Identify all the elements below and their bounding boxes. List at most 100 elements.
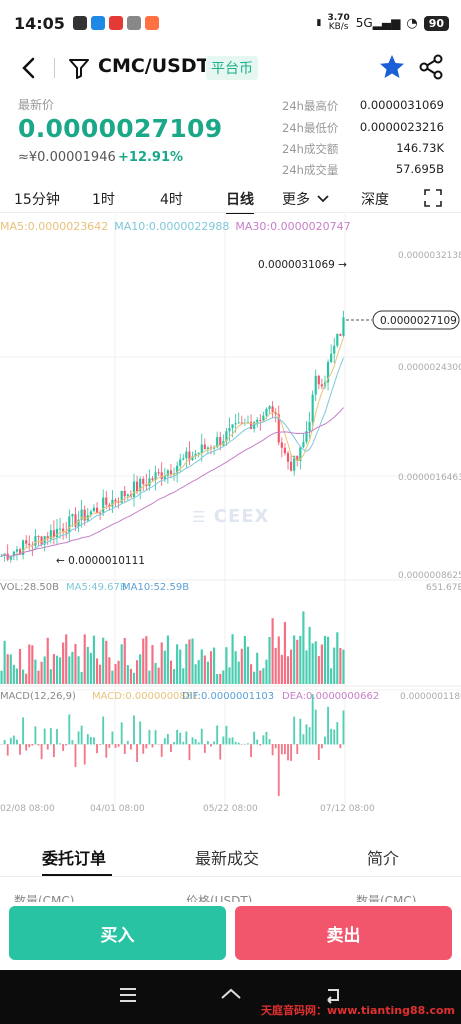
stat-value: 146.73K bbox=[396, 141, 444, 155]
tab-latest-trades[interactable]: 最新成交 bbox=[195, 849, 260, 868]
macd-bar bbox=[111, 731, 114, 745]
macd-bar bbox=[280, 744, 283, 755]
cny-price: ≈¥0.00001946 bbox=[18, 150, 116, 165]
fullscreen-icon[interactable] bbox=[424, 189, 442, 207]
macd-bar bbox=[43, 728, 46, 745]
macd-bar bbox=[52, 744, 55, 758]
macd-bar bbox=[243, 743, 246, 745]
volume-axis-max: 651.67B bbox=[426, 583, 461, 593]
macd-bar bbox=[139, 721, 142, 745]
nav-divider bbox=[54, 58, 55, 78]
macd-bar bbox=[3, 739, 6, 745]
macd-bar bbox=[342, 710, 345, 745]
ma-legend: MA5:0.0000023642 MA10:0.0000022988 MA30:… bbox=[0, 220, 351, 233]
macd-bar bbox=[207, 741, 209, 745]
candle-body bbox=[262, 415, 265, 421]
macd-bar bbox=[120, 722, 123, 745]
app-icon bbox=[144, 16, 159, 30]
candle-body bbox=[169, 470, 173, 475]
menu-icon[interactable] bbox=[118, 986, 138, 1004]
volume-bar bbox=[9, 654, 12, 684]
candle-body bbox=[330, 353, 333, 363]
candle-body bbox=[142, 478, 145, 484]
volume-bar bbox=[185, 643, 188, 684]
share-icon[interactable] bbox=[418, 54, 444, 80]
macd-bar bbox=[99, 744, 102, 745]
candle-body bbox=[311, 394, 314, 422]
macd-bar bbox=[299, 718, 302, 745]
favorite-star-icon[interactable] bbox=[378, 53, 406, 81]
candle-body bbox=[28, 543, 31, 546]
macd-bar bbox=[179, 732, 182, 745]
macd-bar bbox=[108, 744, 111, 748]
volume-bar bbox=[237, 661, 240, 684]
tab-4h[interactable]: 4时 bbox=[160, 192, 183, 208]
ma5-line bbox=[1, 337, 344, 557]
candle-body bbox=[34, 536, 37, 546]
kline-chart[interactable]: 0.0000032138 0.0000024300 0.0000016463 0… bbox=[0, 214, 461, 816]
volume-bar bbox=[231, 634, 234, 684]
macd-legend-macd: MACD:0.0000000881 bbox=[92, 691, 199, 702]
macd-bar bbox=[96, 744, 98, 754]
volume-bar bbox=[80, 671, 83, 684]
macd-bar bbox=[250, 744, 252, 758]
tab-daily[interactable]: 日线 bbox=[226, 189, 254, 214]
volume-legend-ma10: MA10:52.59B bbox=[122, 582, 189, 593]
volume-bar bbox=[12, 664, 15, 684]
home-icon[interactable] bbox=[219, 986, 243, 1006]
macd-bar bbox=[317, 744, 320, 761]
candle-body bbox=[148, 478, 151, 487]
candle-body bbox=[77, 519, 80, 527]
macd-bar bbox=[247, 743, 249, 745]
buy-button[interactable]: 买入 bbox=[9, 906, 226, 960]
macd-bar bbox=[62, 744, 65, 751]
tab-more[interactable]: 更多 bbox=[282, 189, 330, 209]
macd-bar bbox=[148, 729, 151, 745]
timeframe-tabs: 15分钟 1时 4时 日线 更多 深度 bbox=[0, 186, 461, 214]
tab-15m[interactable]: 15分钟 bbox=[14, 192, 60, 208]
volume-bar bbox=[31, 645, 34, 684]
tab-depth[interactable]: 深度 bbox=[361, 192, 389, 208]
volume-bar bbox=[62, 642, 65, 684]
filter-icon[interactable] bbox=[68, 56, 90, 80]
candle-body bbox=[290, 461, 293, 471]
tab-more-label: 更多 bbox=[282, 192, 310, 208]
price-section: 最新价 0.0000027109 ≈¥0.00001946 +12.91% 24… bbox=[0, 96, 461, 180]
tab-orders[interactable]: 委托订单 bbox=[42, 849, 107, 868]
macd-bar bbox=[126, 740, 129, 745]
back-nav-icon[interactable] bbox=[322, 986, 344, 1006]
volume-bar bbox=[25, 673, 28, 684]
macd-bar bbox=[314, 709, 317, 745]
macd-bar bbox=[22, 717, 25, 745]
macd-bar bbox=[182, 741, 185, 745]
sell-button[interactable]: 卖出 bbox=[235, 906, 452, 960]
wifi-icon: ◔ bbox=[406, 15, 418, 31]
volume-bar bbox=[296, 639, 299, 684]
tab-intro[interactable]: 简介 bbox=[367, 849, 400, 868]
macd-bar bbox=[268, 739, 271, 745]
macd-bar bbox=[173, 742, 175, 745]
candle-body bbox=[228, 427, 231, 432]
pair-title[interactable]: CMC/USDT bbox=[98, 55, 210, 77]
macd-bar bbox=[287, 744, 289, 761]
candle-body bbox=[249, 422, 253, 429]
volume-legend-vol: VOL:28.50B bbox=[0, 582, 59, 593]
candle-body bbox=[191, 456, 194, 461]
stat-turnover: 24h成交额 146.73K bbox=[282, 141, 444, 157]
x-axis-label: 07/12 08:00 bbox=[320, 804, 375, 814]
back-icon[interactable] bbox=[18, 56, 40, 80]
volume-bar bbox=[209, 651, 213, 684]
macd-bar bbox=[77, 731, 80, 745]
candle-body bbox=[83, 509, 86, 521]
candle-body bbox=[65, 532, 68, 534]
android-nav-bar: 天庭音码网：www.tianting88.com bbox=[0, 970, 461, 1024]
volume-bar bbox=[191, 638, 194, 684]
tab-1h[interactable]: 1时 bbox=[92, 192, 115, 208]
price-axis-label: 0.0000024300 bbox=[398, 363, 461, 373]
macd-bar bbox=[311, 694, 314, 745]
volume-bar bbox=[3, 640, 6, 684]
macd-bar bbox=[37, 744, 40, 746]
macd-bar bbox=[6, 744, 9, 756]
macd-bar bbox=[176, 729, 179, 745]
volume-bar bbox=[176, 644, 179, 684]
